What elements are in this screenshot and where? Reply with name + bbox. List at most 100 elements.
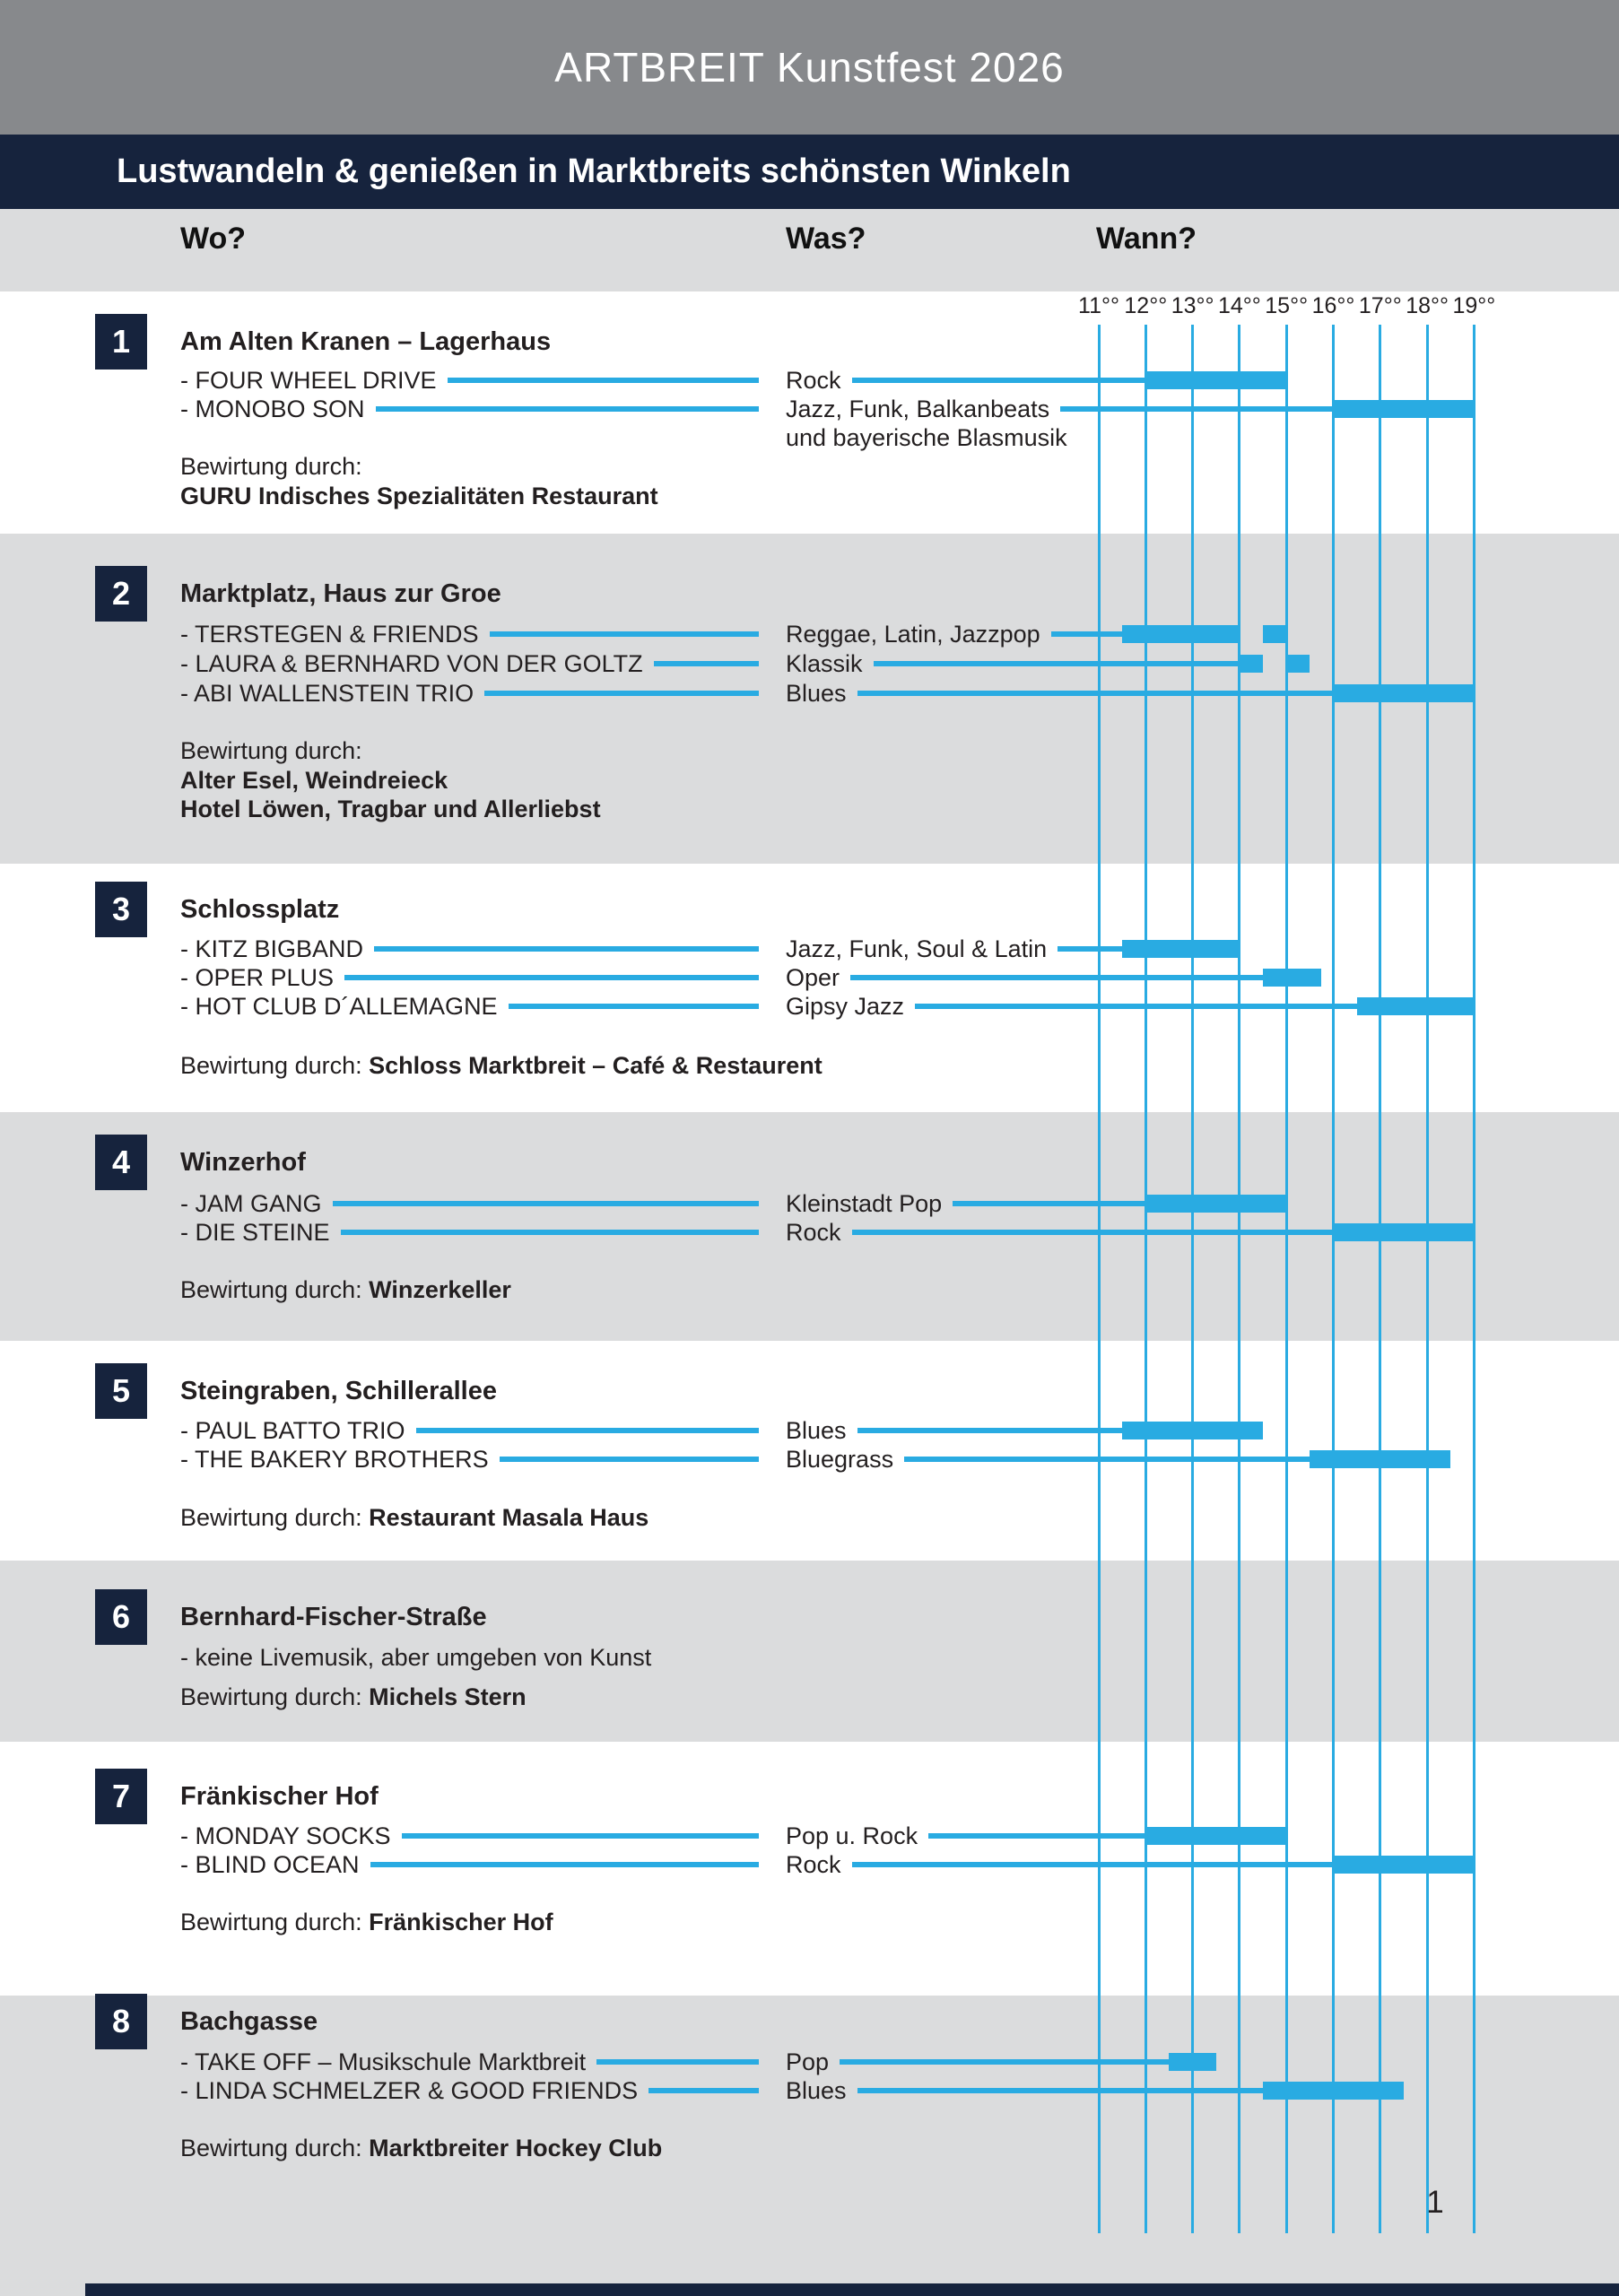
leader-line	[851, 1862, 1334, 1867]
artist-row: - PAUL BATTO TRIO	[180, 1416, 759, 1445]
genre-row: Pop	[786, 2048, 1170, 2076]
schedule-bar	[1263, 969, 1322, 987]
artist-row: - ABI WALLENSTEIN TRIO	[180, 679, 759, 708]
schedule-bar	[1122, 625, 1240, 643]
artist-name: - JAM GANG	[180, 1189, 322, 1217]
artist-row: - LINDA SCHMELZER & GOOD FRIENDS	[180, 2076, 759, 2105]
section-background	[0, 1996, 1619, 2296]
artist-name: - PAUL BATTO TRIO	[180, 1416, 405, 1444]
header-band: ARTBREIT Kunstfest 2026	[0, 0, 1619, 135]
artist-row: - JAM GANG	[180, 1189, 759, 1218]
hour-label: 19°°	[1452, 293, 1496, 318]
hour-label: 14°°	[1217, 293, 1261, 318]
leader-line	[928, 1833, 1146, 1839]
section-title: Bachgasse	[180, 2007, 318, 2036]
schedule-bar	[1239, 655, 1264, 673]
leader-line	[447, 378, 759, 383]
leader-line	[508, 1004, 759, 1009]
section-title: Fränkischer Hof	[180, 1782, 379, 1811]
genre-label: Rock	[786, 366, 841, 394]
leader-line	[850, 975, 1264, 980]
genre-row: Reggae, Latin, Jazzpop	[786, 620, 1123, 648]
bewirtung-line: Bewirtung durch: Schloss Marktbreit – Ca…	[180, 1051, 823, 1080]
leader-line	[653, 661, 759, 666]
artist-row: - BLIND OCEAN	[180, 1850, 759, 1879]
section-number-box: 2	[95, 566, 147, 622]
bewirtung-name: Marktbreiter Hockey Club	[369, 2135, 663, 2161]
bewirtung-line: Bewirtung durch: Winzerkeller	[180, 1275, 511, 1304]
genre-row: Jazz, Funk, Soul & Latin	[786, 935, 1123, 963]
genre-label: Jazz, Funk, Balkanbeats	[786, 395, 1050, 422]
bewirtung-line: Bewirtung durch: Marktbreiter Hockey Clu…	[180, 2134, 662, 2162]
artist-name: - MONDAY SOCKS	[180, 1822, 391, 1849]
leader-line	[648, 2088, 759, 2093]
bewirtung-line: Bewirtung durch: Fränkischer Hof	[180, 1908, 553, 1936]
column-header-when: Wann?	[1096, 222, 1197, 256]
subtitle-band: Lustwandeln & genießen in Marktbreits sc…	[0, 135, 1619, 209]
section-number: 8	[111, 2003, 131, 2039]
bewirtung-label: Bewirtung durch:	[180, 1909, 370, 1935]
hour-label: 15°°	[1265, 293, 1309, 318]
section-number: 6	[111, 1598, 131, 1635]
hour-gridline	[1284, 325, 1288, 2233]
hour-gridline	[1379, 325, 1382, 2233]
genre-label: Rock	[786, 1218, 841, 1246]
bewirtung-name: Hotel Löwen, Tragbar und Allerliebst	[180, 796, 601, 822]
schedule-bar	[1122, 1422, 1264, 1439]
genre-label: Bluegrass	[786, 1445, 894, 1473]
section-title: Steingraben, Schillerallee	[180, 1377, 497, 1405]
genre-label: Jazz, Funk, Soul & Latin	[786, 935, 1048, 962]
leader-line	[344, 975, 759, 980]
leader-line	[370, 1862, 759, 1867]
artist-name: - OPER PLUS	[180, 963, 335, 991]
leader-line	[484, 691, 759, 696]
leader-line	[1050, 631, 1123, 637]
genre-row: Rock	[786, 1218, 1334, 1247]
artist-name: - THE BAKERY BROTHERS	[180, 1445, 489, 1473]
artist-row: - KITZ BIGBAND	[180, 935, 759, 963]
section-number-box: 1	[95, 314, 147, 370]
section-title: Winzerhof	[180, 1148, 306, 1177]
section-number: 2	[111, 575, 131, 612]
schedule-bar	[1169, 2053, 1216, 2071]
genre-label: Blues	[786, 679, 847, 707]
bewirtung-name: GURU Indisches Spezialitäten Restaurant	[180, 483, 658, 509]
section-background	[0, 1561, 1619, 1742]
schedule-bar	[1356, 997, 1475, 1015]
schedule-bar	[1263, 2082, 1404, 2100]
genre-row: Rock	[786, 1850, 1334, 1879]
artist-row: - DIE STEINE	[180, 1218, 759, 1247]
bewirtung-name: Alter Esel, Weindreieck	[180, 767, 448, 794]
artist-name: - ABI WALLENSTEIN TRIO	[180, 679, 474, 707]
artist-row: - THE BAKERY BROTHERS	[180, 1445, 759, 1474]
schedule-bar	[1333, 684, 1475, 702]
schedule-bar	[1145, 1827, 1287, 1845]
leader-line	[873, 661, 1240, 666]
schedule-bar	[1145, 1195, 1287, 1213]
leader-line	[401, 1833, 759, 1839]
leader-line	[375, 406, 759, 412]
section-number-box: 8	[95, 1994, 147, 2049]
leader-line	[1060, 406, 1334, 412]
genre-row: Blues	[786, 2076, 1264, 2105]
artist-name: - FOUR WHEEL DRIVE	[180, 366, 437, 394]
genre-row: Blues	[786, 679, 1334, 708]
artist-row: - TAKE OFF – Musikschule Marktbreit	[180, 2048, 759, 2076]
bewirtung-name: Schloss Marktbreit – Café & Restaurent	[369, 1052, 823, 1079]
genre-label: Reggae, Latin, Jazzpop	[786, 620, 1040, 648]
schedule-bar	[1333, 1223, 1475, 1241]
hour-gridline	[1332, 325, 1335, 2233]
event-title: ARTBREIT Kunstfest 2026	[554, 44, 1065, 91]
leader-line	[840, 2059, 1170, 2065]
column-header-where: Wo?	[180, 222, 247, 256]
section-note: - keine Livemusik, aber umgeben von Kuns…	[180, 1644, 652, 1671]
section-title: Am Alten Kranen – Lagerhaus	[180, 327, 552, 356]
section-number-box: 4	[95, 1135, 147, 1190]
artist-name: - LAURA & BERNHARD VON DER GOLTZ	[180, 649, 643, 677]
schedule-bar	[1333, 400, 1475, 418]
hour-label: 11°°	[1078, 293, 1119, 318]
bewirtung-name: Restaurant Masala Haus	[369, 1504, 649, 1531]
leader-line	[415, 1428, 759, 1433]
artist-name: - TAKE OFF – Musikschule Marktbreit	[180, 2048, 587, 2075]
